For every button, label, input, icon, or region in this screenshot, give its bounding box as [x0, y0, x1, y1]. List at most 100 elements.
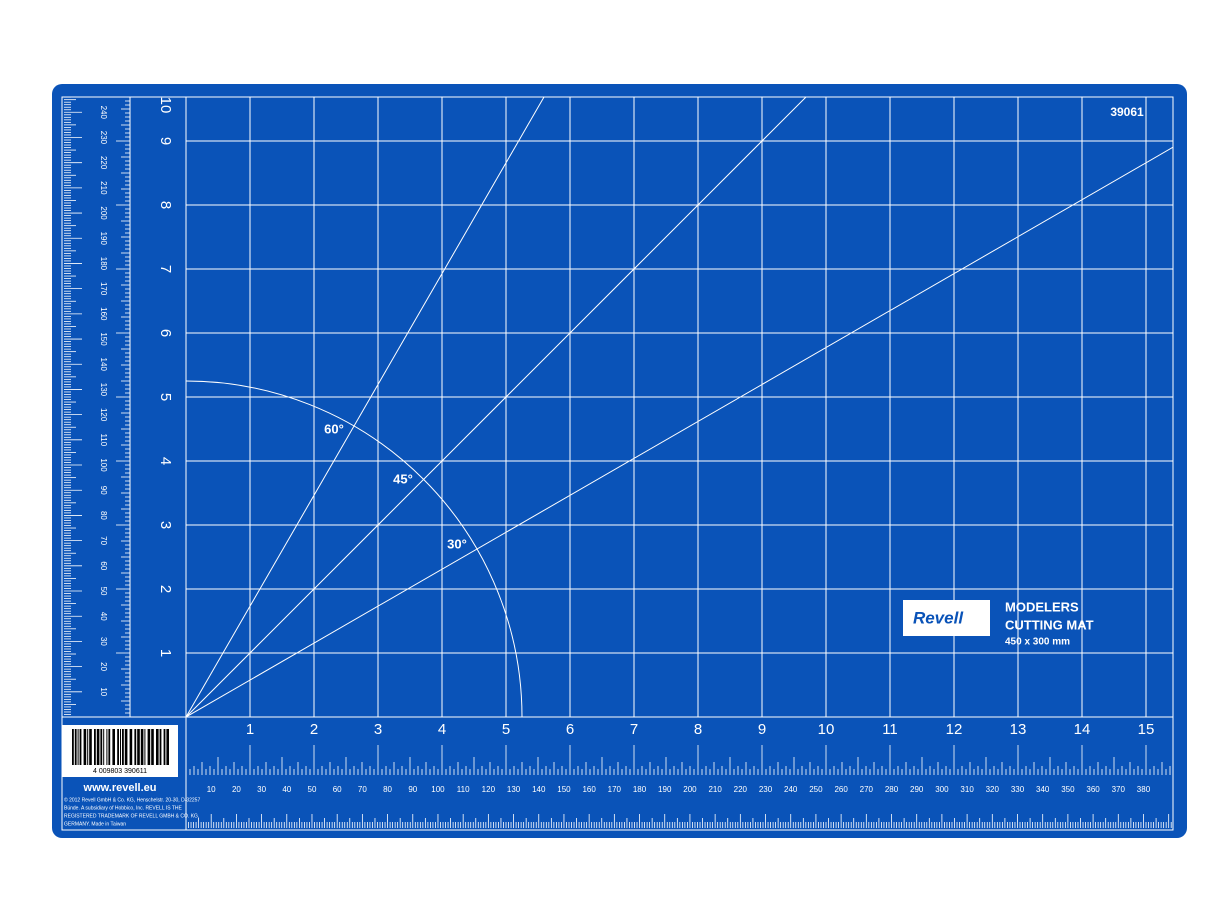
inch-label-x: 1 [246, 721, 254, 738]
inch-label-x: 6 [566, 721, 574, 738]
inch-label-y: 7 [157, 265, 174, 273]
mm-label-y: 100 [99, 458, 108, 472]
mm-label-x: 170 [608, 785, 622, 794]
barcode-bar [163, 729, 166, 765]
mm-label-x: 50 [308, 785, 317, 794]
mm-label-x: 100 [431, 785, 445, 794]
angle-label: 45° [393, 471, 413, 486]
inch-label-y: 9 [157, 137, 174, 145]
mm-label-x: 290 [910, 785, 924, 794]
mm-label-y: 40 [99, 612, 108, 621]
mm-label-x: 230 [759, 785, 773, 794]
legal-text: REGISTERED TRADEMARK OF REVELL GMBH & CO… [64, 813, 199, 819]
website: www.revell.eu [83, 782, 157, 794]
barcode-bar [77, 729, 79, 765]
angle-guides [186, 97, 1173, 717]
inch-label-x: 5 [502, 721, 510, 738]
inch-label-y: 2 [157, 585, 174, 593]
legal-text: Bünde. A subsidiary of Hobbico, Inc. REV… [64, 805, 183, 811]
mm-label-x: 360 [1086, 785, 1100, 794]
barcode-bar [166, 729, 169, 765]
mm-label-x: 10 [207, 785, 216, 794]
barcode-bar [72, 729, 74, 765]
mm-label-x: 180 [633, 785, 647, 794]
inch-label-y: 1 [157, 649, 174, 657]
inch-label-y: 8 [157, 201, 174, 209]
mm-label-x: 200 [683, 785, 697, 794]
product-code: 39061 [1110, 105, 1144, 119]
mm-label-x: 90 [408, 785, 417, 794]
barcode-bar [159, 729, 162, 765]
inch-label-x: 3 [374, 721, 382, 738]
inch-label-y: 5 [157, 393, 174, 401]
inch-label-x: 12 [946, 721, 963, 738]
mm-label-x: 220 [734, 785, 748, 794]
inch-label-x: 13 [1010, 721, 1027, 738]
product-size: 450 x 300 mm [1005, 637, 1070, 648]
inch-label-x: 9 [758, 721, 766, 738]
legal-text: © 2012 Revell GmbH & Co. KG, Henschelstr… [64, 796, 200, 803]
mm-label-x: 190 [658, 785, 672, 794]
mm-label-y: 90 [99, 486, 108, 495]
mm-label-y: 150 [99, 332, 108, 346]
barcode-bar [122, 729, 124, 765]
mm-label-x: 330 [1011, 785, 1025, 794]
mat-border [61, 96, 1174, 831]
mm-label-y: 200 [99, 206, 108, 220]
barcode-bar [137, 729, 140, 765]
mm-label-x: 160 [582, 785, 596, 794]
mm-label-y: 70 [99, 536, 108, 545]
mm-label-x: 120 [482, 785, 496, 794]
barcode-bar [100, 729, 103, 765]
inch-label-y: 3 [157, 521, 174, 529]
angle-label: 30° [447, 536, 467, 551]
barcode [72, 729, 169, 765]
mm-label-x: 250 [809, 785, 823, 794]
mm-label-x: 210 [708, 785, 722, 794]
mm-label-y: 50 [99, 587, 108, 596]
logo-box [903, 600, 990, 636]
inch-label-y: 10 [157, 97, 174, 114]
mm-label-x: 300 [935, 785, 949, 794]
mm-label-x: 110 [457, 785, 470, 794]
barcode-bar [124, 729, 128, 765]
mm-label-x: 270 [860, 785, 874, 794]
product-title: MODELERS [1005, 599, 1079, 614]
barcode-bar [79, 729, 82, 765]
barcode-bar [74, 729, 77, 765]
inch-label-x: 4 [438, 721, 446, 738]
angle-arc [186, 380, 523, 717]
angle-45-line [186, 97, 807, 717]
barcode-bar [120, 729, 121, 765]
barcode-bar [144, 729, 146, 765]
mm-label-x: 280 [885, 785, 899, 794]
barcode-bar [117, 729, 119, 765]
mm-label-y: 10 [99, 687, 108, 696]
angle-30-line [186, 146, 1173, 717]
inch-label-y: 4 [157, 457, 174, 465]
mm-label-y: 20 [99, 662, 108, 671]
mm-label-x: 80 [383, 785, 392, 794]
mm-label-x: 320 [986, 785, 1000, 794]
inch-label-x: 15 [1138, 721, 1155, 738]
mm-label-y: 180 [99, 257, 108, 271]
barcode-bar [112, 729, 115, 765]
barcode-bar [94, 729, 96, 765]
inch-label-x: 7 [630, 721, 638, 738]
mm-label-y: 240 [99, 106, 108, 120]
barcode-bar [129, 729, 133, 765]
mm-label-y: 230 [99, 131, 108, 145]
inch-label-x: 2 [310, 721, 318, 738]
mm-label-x: 340 [1036, 785, 1050, 794]
angle-60-line [186, 97, 545, 717]
angle-label: 60° [324, 421, 344, 436]
inch-label-x: 11 [882, 721, 898, 738]
barcode-bar [89, 729, 92, 765]
legal-text: GERMANY. Made in Taiwan [64, 821, 126, 827]
barcode-bar [156, 729, 159, 765]
mm-label-x: 350 [1061, 785, 1075, 794]
mm-label-y: 160 [99, 307, 108, 321]
mm-label-y: 170 [99, 282, 108, 296]
barcode-bar [108, 729, 111, 765]
